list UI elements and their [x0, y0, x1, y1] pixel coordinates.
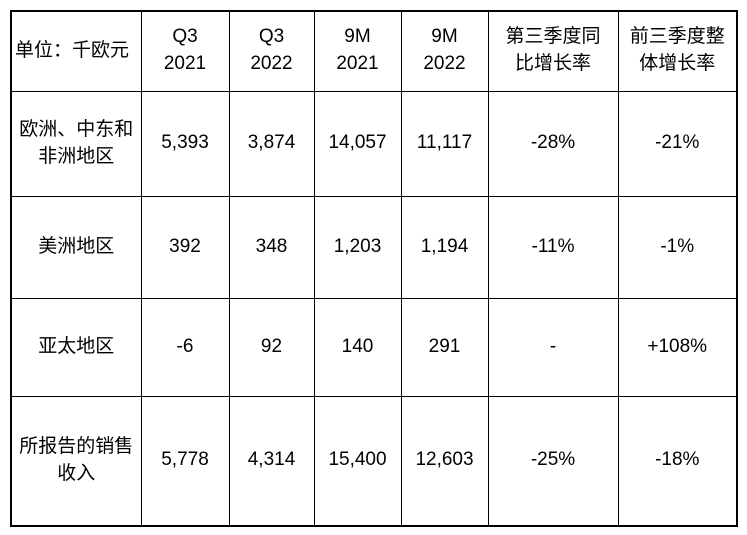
- value-cell: -6: [140, 297, 230, 397]
- regional-sales-table: 单位：千欧元 Q3 2021 Q3 2022 9M 2021 9M 2022 第…: [10, 10, 738, 527]
- table-row-apac: 亚太地区 -6 92 140 291 - +108%: [10, 297, 738, 397]
- value-cell: 1,203: [313, 195, 402, 299]
- row-label-americas: 美洲地区: [10, 195, 142, 299]
- value-cell: +108%: [617, 297, 738, 397]
- row-label-emea: 欧洲、中东和 非洲地区: [10, 90, 142, 197]
- value-cell: 4,314: [228, 395, 315, 527]
- value-cell: 5,778: [140, 395, 230, 527]
- value-cell: 348: [228, 195, 315, 299]
- value-cell: 11,117: [400, 90, 489, 197]
- header-q3-yoy-growth: 第三季度同 比增长率: [487, 10, 619, 92]
- table-row-reported-revenue: 所报告的销售 收入 5,778 4,314 15,400 12,603 -25%…: [10, 395, 738, 527]
- table-row-emea: 欧洲、中东和 非洲地区 5,393 3,874 14,057 11,117 -2…: [10, 90, 738, 197]
- value-cell: -21%: [617, 90, 738, 197]
- header-9m-2022: 9M 2022: [400, 10, 489, 92]
- header-q3-2021: Q3 2021: [140, 10, 230, 92]
- value-cell: 392: [140, 195, 230, 299]
- table-row-americas: 美洲地区 392 348 1,203 1,194 -11% -1%: [10, 195, 738, 299]
- value-cell: -28%: [487, 90, 619, 197]
- value-cell: 15,400: [313, 395, 402, 527]
- value-cell: 14,057: [313, 90, 402, 197]
- header-9m-2021: 9M 2021: [313, 10, 402, 92]
- value-cell: -11%: [487, 195, 619, 299]
- header-q3-2022: Q3 2022: [228, 10, 315, 92]
- value-cell: 5,393: [140, 90, 230, 197]
- value-cell: 1,194: [400, 195, 489, 299]
- value-cell: 140: [313, 297, 402, 397]
- value-cell: -25%: [487, 395, 619, 527]
- value-cell: -18%: [617, 395, 738, 527]
- row-label-apac: 亚太地区: [10, 297, 142, 397]
- value-cell: 291: [400, 297, 489, 397]
- value-cell: 3,874: [228, 90, 315, 197]
- value-cell: 92: [228, 297, 315, 397]
- unit-label-cell: 单位：千欧元: [10, 10, 142, 92]
- value-cell: 12,603: [400, 395, 489, 527]
- table-header-row: 单位：千欧元 Q3 2021 Q3 2022 9M 2021 9M 2022 第…: [10, 10, 738, 92]
- value-cell: -: [487, 297, 619, 397]
- row-label-reported-revenue: 所报告的销售 收入: [10, 395, 142, 527]
- value-cell: -1%: [617, 195, 738, 299]
- header-nine-month-growth: 前三季度整 体增长率: [617, 10, 738, 92]
